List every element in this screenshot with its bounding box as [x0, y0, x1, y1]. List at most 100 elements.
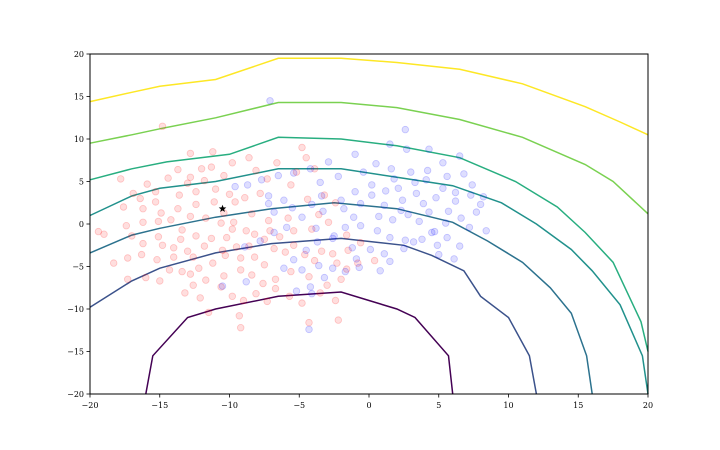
x-tick-label-7: 15 [573, 401, 583, 410]
scatter-point-s1-54 [195, 264, 203, 272]
scatter-point-s2-92 [433, 241, 442, 249]
scatter-point-s2-47 [302, 246, 310, 254]
scatter-point-s2-82 [398, 196, 407, 204]
scatter-point-s1-134 [129, 189, 137, 198]
scatter-point-s2-107 [397, 206, 405, 215]
scatter-point-s1-71 [337, 275, 345, 283]
scatter-point-s2-96 [430, 227, 439, 236]
scatter-point-s2-30 [439, 184, 447, 192]
scatter-point-s1-2 [186, 149, 195, 158]
scatter-point-s1-16 [151, 198, 160, 206]
scatter-point-s2-58 [292, 287, 301, 295]
scatter-point-s1-87 [252, 290, 260, 298]
scatter-point-s1-75 [271, 275, 280, 283]
scatter-point-s1-86 [239, 296, 248, 305]
scatter-point-s2-78 [460, 170, 468, 178]
scatter-point-s1-68 [333, 259, 341, 267]
x-tick-label-3: −5 [293, 401, 305, 410]
scatter-point-s2-99 [482, 227, 490, 235]
scatter-point-s1-53 [178, 267, 186, 276]
scatter-point-s2-11 [274, 171, 282, 180]
scatter-point-s2-60 [305, 325, 313, 334]
scatter-point-s1-70 [354, 259, 362, 267]
scatter-point-s1-104 [248, 210, 256, 218]
scatter-point-s1-133 [183, 179, 192, 187]
scatter-point-s1-24 [174, 204, 182, 213]
scatter-point-s1-88 [263, 297, 271, 306]
scatter-point-s2-7 [351, 150, 359, 158]
scatter-point-s1-26 [154, 217, 163, 226]
scatter-point-s1-28 [122, 221, 130, 230]
scatter-point-s2-18 [270, 208, 278, 216]
scatter-point-s1-123 [290, 227, 298, 235]
scatter-point-s1-57 [232, 243, 241, 251]
y-tick-label-0: −20 [67, 390, 84, 399]
scatter-point-s1-8 [200, 176, 209, 185]
scatter-point-s1-80 [202, 276, 210, 284]
scatter-point-s1-48 [109, 259, 118, 267]
scatter-point-s1-108 [273, 159, 281, 167]
scatter-point-s1-121 [324, 218, 333, 226]
scatter-point-s1-18 [192, 187, 200, 196]
scatter-point-s1-118 [320, 191, 329, 199]
scatter-point-s1-113 [292, 168, 301, 176]
scatter-point-s1-77 [248, 271, 256, 279]
scatter-point-s1-102 [189, 253, 197, 261]
scatter-point-s1-35 [176, 235, 185, 243]
scatter-point-s1-11 [143, 180, 151, 188]
scatter-point-s1-10 [164, 174, 172, 182]
scatter-point-s1-106 [256, 189, 264, 198]
scatter-point-s2-17 [288, 204, 296, 212]
scatter-point-s1-94 [334, 316, 342, 324]
scatter-point-s1-55 [209, 259, 217, 267]
scatter-point-s2-40 [401, 236, 409, 244]
scatter-points [94, 97, 490, 334]
scatter-point-s1-9 [186, 173, 195, 181]
scatter-point-s2-72 [351, 187, 359, 196]
scatter-point-s2-36 [457, 214, 465, 222]
scatter-point-s2-1 [266, 97, 274, 105]
scatter-point-s1-25 [167, 216, 175, 224]
scatter-point-s1-115 [298, 143, 306, 152]
scatter-point-s1-59 [250, 230, 259, 238]
scatter-point-s2-33 [467, 191, 475, 199]
scatter-point-s1-12 [151, 187, 160, 196]
scatter-point-s1-31 [139, 239, 147, 248]
scatter-point-s1-14 [119, 203, 128, 211]
scatter-point-s2-94 [435, 250, 443, 259]
x-tick-label-5: 5 [436, 401, 441, 410]
scatter-point-s1-76 [259, 279, 267, 288]
scatter-point-s2-108 [419, 199, 428, 208]
scatter-point-s2-55 [376, 267, 384, 275]
scatter-point-s1-82 [181, 289, 189, 297]
scatter-point-s2-24 [368, 191, 376, 199]
scatter-point-s1-107 [263, 175, 271, 183]
scatter-point-s2-25 [382, 187, 390, 195]
scatter-point-s2-97 [443, 233, 451, 242]
scatter-point-s1-83 [196, 294, 204, 302]
scatter-point-s2-66 [444, 207, 453, 215]
scatter-point-s2-37 [442, 219, 450, 227]
scatter-point-s1-42 [186, 212, 195, 221]
scatter-point-s1-95 [305, 318, 313, 327]
y-tick-label-2: −10 [67, 305, 84, 314]
scatter-point-s1-33 [158, 241, 167, 249]
scatter-point-s2-53 [341, 267, 349, 276]
scatter-point-s2-71 [317, 192, 326, 200]
scatter-point-s1-124 [284, 214, 292, 222]
scatter-point-s2-38 [428, 228, 436, 237]
scatter-point-s2-75 [407, 168, 415, 176]
x-tick-label-0: −20 [82, 401, 99, 410]
scatter-point-s1-34 [169, 244, 178, 252]
scatter-point-s2-42 [373, 227, 382, 235]
scatter-point-s1-47 [123, 254, 132, 262]
scatter-point-s1-78 [236, 266, 245, 274]
scatter-point-s2-65 [425, 208, 433, 216]
star-marker-layer [218, 204, 227, 212]
scatter-point-s1-51 [156, 277, 164, 285]
scatter-point-s2-77 [439, 159, 447, 167]
scatter-point-s1-91 [298, 299, 306, 307]
scatter-point-s2-85 [312, 224, 320, 232]
scatter-point-s1-64 [301, 250, 309, 259]
